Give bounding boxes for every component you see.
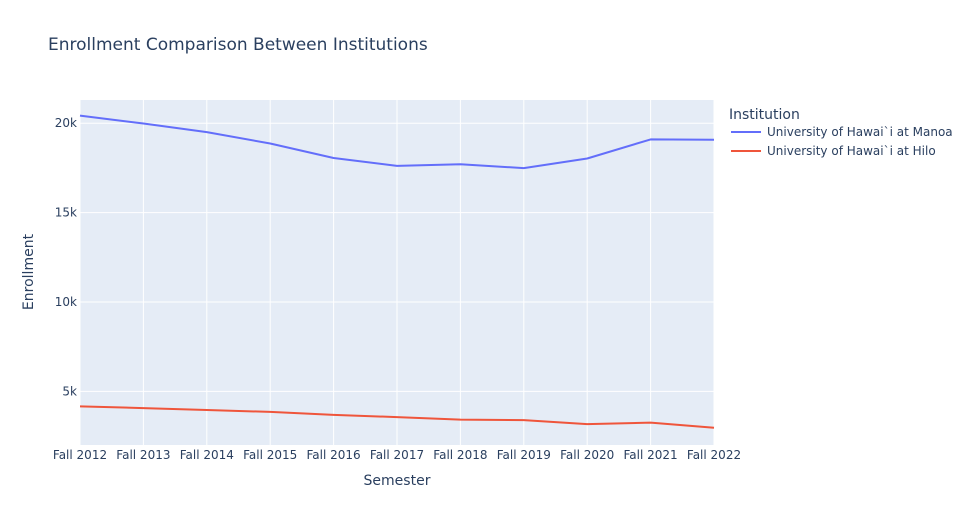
x-tick-label: Fall 2014: [180, 448, 234, 462]
x-tick-label: Fall 2020: [560, 448, 614, 462]
y-tick-label: 10k: [55, 295, 77, 309]
x-tick-label: Fall 2015: [243, 448, 297, 462]
series-line-university-of-hawai-i-at-hilo: [79, 405, 715, 429]
x-tick-label: Fall 2022: [687, 448, 741, 462]
y-axis-title: Enrollment: [21, 233, 37, 310]
x-tick-label: Fall 2018: [433, 448, 487, 462]
x-tick-label: Fall 2019: [497, 448, 551, 462]
x-axis-title: Semester: [364, 473, 431, 489]
legend-label: University of Hawai`i at Manoa: [767, 125, 953, 139]
x-tick-label: Fall 2013: [116, 448, 170, 462]
y-tick-label: 15k: [55, 206, 77, 220]
y-tick-label: 20k: [55, 116, 77, 130]
x-tick-label: Fall 2021: [624, 448, 678, 462]
legend-label: University of Hawai`i at Hilo: [767, 144, 936, 158]
x-tick-label: Fall 2012: [53, 448, 107, 462]
chart-title: Enrollment Comparison Between Institutio…: [48, 35, 428, 55]
series-lines: [79, 114, 715, 429]
y-tick-label: 5k: [62, 384, 77, 398]
y-axis-ticks: 5k 10k 15k 20k: [55, 116, 77, 398]
legend: Institution University of Hawai`i at Man…: [729, 107, 953, 158]
series-line-university-of-hawai-i-at-manoa: [79, 114, 715, 170]
x-axis-ticks: Fall 2012 Fall 2013 Fall 2014 Fall 2015 Fall…: [53, 448, 741, 462]
x-tick-label: Fall 2016: [307, 448, 361, 462]
legend-title: Institution: [729, 107, 800, 123]
x-tick-label: Fall 2017: [370, 448, 424, 462]
